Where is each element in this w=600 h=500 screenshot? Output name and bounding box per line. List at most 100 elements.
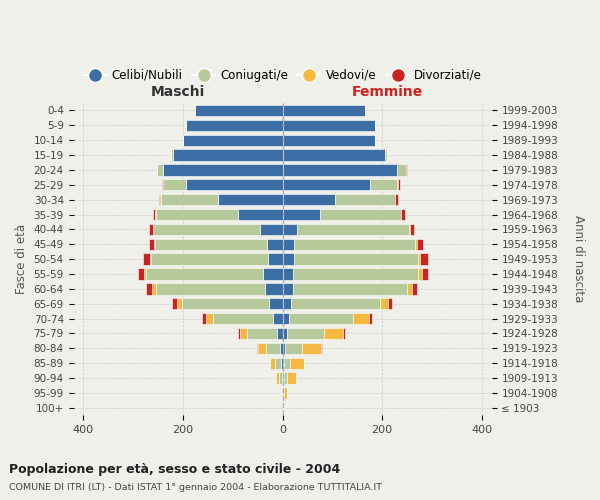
Bar [161,179,163,190]
Bar [280,342,283,354]
Bar [182,298,269,310]
Bar [283,298,290,310]
Bar [370,179,397,190]
Bar [287,372,296,384]
Bar [277,328,283,339]
Bar [284,342,302,354]
Bar [283,164,397,175]
Bar [266,238,283,250]
Bar [407,283,412,294]
Bar [289,313,353,324]
Bar [369,313,371,324]
Bar [283,283,293,294]
Text: Popolazione per età, sesso e stato civile - 2004: Popolazione per età, sesso e stato civil… [9,462,340,475]
Bar [283,194,335,205]
Bar [401,209,405,220]
Bar [398,179,400,190]
Bar [418,254,421,265]
Y-axis label: Fasce di età: Fasce di età [15,224,28,294]
Bar [290,358,304,369]
Bar [172,298,177,310]
Bar [293,254,418,265]
Bar [296,224,409,235]
Bar [269,358,275,369]
Bar [268,254,283,265]
Bar [240,328,247,339]
Bar [281,372,283,384]
Bar [283,342,284,354]
Bar [146,283,152,294]
Bar [276,372,278,384]
Bar [412,283,417,294]
Bar [155,283,265,294]
Bar [149,238,154,250]
Bar [283,358,284,369]
Bar [144,268,146,280]
Bar [153,224,260,235]
Bar [218,194,283,205]
Bar [353,313,369,324]
Bar [275,358,281,369]
Bar [257,342,258,354]
Bar [283,313,289,324]
Bar [149,254,151,265]
Bar [410,224,415,235]
Bar [283,150,385,160]
Bar [173,150,283,160]
Y-axis label: Anni di nascita: Anni di nascita [572,216,585,303]
Bar [183,134,283,146]
Bar [154,238,155,250]
Bar [272,313,283,324]
Bar [177,298,182,310]
Bar [152,209,155,220]
Bar [206,313,213,324]
Bar [283,179,370,190]
Bar [265,283,283,294]
Bar [151,254,268,265]
Text: Femmine: Femmine [352,84,423,98]
Bar [143,254,149,265]
Text: COMUNE DI ITRI (LT) - Dati ISTAT 1° gennaio 2004 - Elaborazione TUTTITALIA.IT: COMUNE DI ITRI (LT) - Dati ISTAT 1° genn… [9,482,382,492]
Bar [155,209,238,220]
Bar [157,164,163,175]
Bar [335,194,395,205]
Bar [284,358,290,369]
Bar [149,224,152,235]
Bar [415,238,417,250]
Bar [283,209,320,220]
Bar [417,238,423,250]
Bar [202,313,206,324]
Bar [302,342,321,354]
Bar [158,194,160,205]
Bar [163,179,185,190]
Bar [397,164,406,175]
Bar [266,342,280,354]
Legend: Celibi/Nubili, Coniugati/e, Vedovi/e, Divorziati/e: Celibi/Nubili, Coniugati/e, Vedovi/e, Di… [80,65,485,86]
Bar [388,298,392,310]
Bar [409,224,410,235]
Bar [324,328,343,339]
Bar [290,298,380,310]
Bar [284,388,287,398]
Bar [163,164,283,175]
Bar [155,238,266,250]
Bar [283,238,293,250]
Bar [138,268,144,280]
Bar [263,268,283,280]
Bar [385,150,387,160]
Bar [260,224,283,235]
Bar [406,164,407,175]
Bar [283,120,374,131]
Text: Maschi: Maschi [151,84,205,98]
Bar [283,254,293,265]
Bar [418,268,422,280]
Bar [422,268,428,280]
Bar [146,268,263,280]
Bar [152,283,155,294]
Bar [287,328,324,339]
Bar [283,328,287,339]
Bar [284,372,287,384]
Bar [283,224,296,235]
Bar [281,358,283,369]
Bar [283,372,284,384]
